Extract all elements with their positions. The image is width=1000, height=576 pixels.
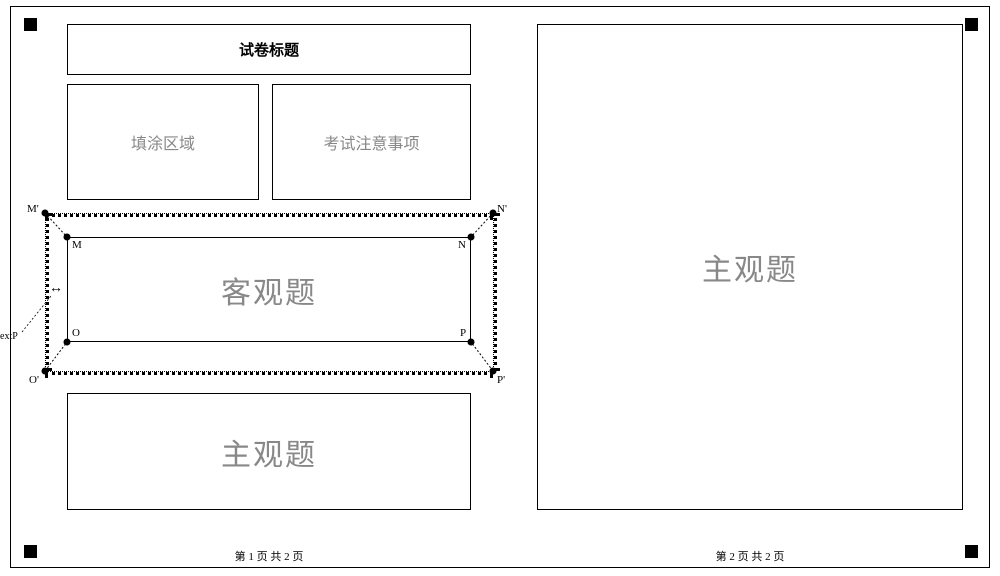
fill-area-label: 填涂区域 (131, 130, 195, 154)
lbl-M: M (72, 239, 82, 251)
subjective1-label: 主观题 (221, 430, 317, 474)
lbl-Np: N' (497, 203, 507, 215)
lbl-Mp: M' (27, 203, 39, 215)
dot-P (468, 339, 475, 346)
dot-N (468, 234, 475, 241)
offset-arrow: ↔ (49, 281, 63, 297)
subjective2-box: 主观题 (537, 24, 963, 510)
subjective1-box: 主观题 (67, 393, 471, 510)
lbl-O: O (72, 327, 80, 339)
sel-outer-bottom (45, 371, 493, 375)
extp-label: extP (0, 331, 18, 342)
marker-bl (24, 545, 37, 558)
dot-Op (42, 368, 49, 375)
dot-Np (490, 210, 497, 217)
footer-page1: 第 1 页 共 2 页 (235, 548, 304, 564)
title-label: 试卷标题 (239, 39, 299, 60)
sel-outer-right (493, 213, 497, 371)
lbl-N: N (458, 239, 466, 251)
marker-br (965, 545, 978, 558)
lbl-P: P (460, 327, 466, 339)
dot-Mp (42, 210, 49, 217)
title-box: 试卷标题 (67, 24, 471, 75)
marker-tr (965, 18, 978, 31)
marker-tl (24, 18, 37, 31)
objective-box: 客观题 (67, 237, 471, 342)
canvas: 试卷标题 填涂区域 考试注意事项 客观题 主观题 主观题 M (0, 0, 1000, 576)
dot-M (64, 234, 71, 241)
sel-outer-top (45, 213, 493, 217)
lbl-Pp: P' (497, 374, 505, 386)
footer-page2: 第 2 页 共 2 页 (716, 548, 785, 564)
subjective2-label: 主观题 (702, 245, 798, 289)
dot-O (64, 339, 71, 346)
lbl-Op: O' (29, 374, 39, 386)
dot-Pp (490, 368, 497, 375)
notice-label: 考试注意事项 (323, 130, 419, 154)
fill-area-box: 填涂区域 (67, 84, 259, 200)
objective-label: 客观题 (221, 268, 317, 312)
notice-box: 考试注意事项 (272, 84, 471, 200)
